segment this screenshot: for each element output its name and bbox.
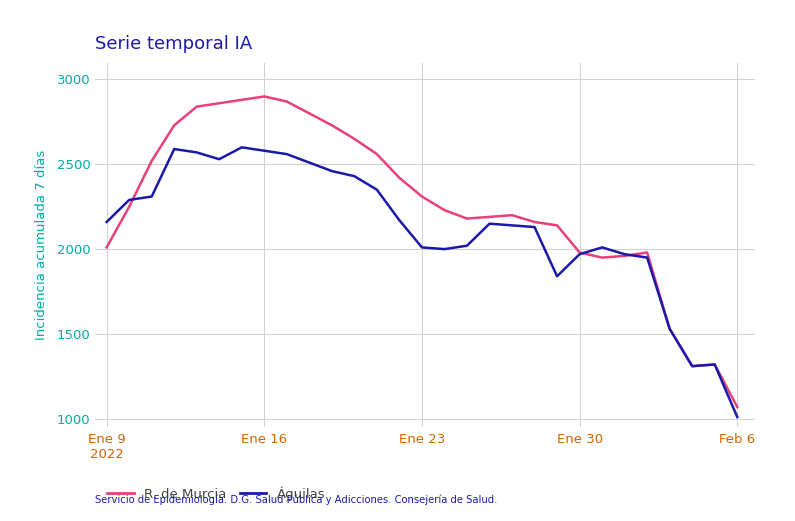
- Águilas: [642, 254, 652, 260]
- R. de Murcia: [485, 214, 494, 220]
- Line: R. de Murcia: R. de Murcia: [107, 96, 737, 407]
- R. de Murcia: [417, 193, 427, 200]
- Águilas: [507, 222, 517, 229]
- Line: Águilas: Águilas: [107, 147, 737, 417]
- Águilas: [597, 244, 607, 251]
- Águilas: [710, 362, 719, 368]
- Águilas: [462, 243, 471, 249]
- R. de Murcia: [304, 110, 314, 117]
- R. de Murcia: [394, 175, 404, 181]
- R. de Murcia: [642, 250, 652, 256]
- Águilas: [575, 251, 584, 257]
- R. de Murcia: [597, 254, 607, 260]
- R. de Murcia: [102, 244, 111, 251]
- R. de Murcia: [507, 212, 517, 218]
- Águilas: [553, 273, 562, 279]
- Águilas: [304, 159, 314, 166]
- Águilas: [372, 187, 382, 193]
- R. de Murcia: [147, 158, 157, 164]
- R. de Murcia: [553, 222, 562, 229]
- R. de Murcia: [327, 122, 336, 128]
- Águilas: [529, 224, 539, 230]
- Águilas: [440, 246, 449, 252]
- Águilas: [417, 244, 427, 251]
- Águilas: [124, 197, 134, 203]
- Legend: R. de Murcia, Águilas: R. de Murcia, Águilas: [102, 481, 331, 506]
- R. de Murcia: [462, 216, 471, 222]
- R. de Murcia: [259, 93, 269, 100]
- Águilas: [327, 168, 336, 174]
- Águilas: [215, 156, 224, 163]
- R. de Murcia: [282, 98, 292, 105]
- Águilas: [282, 151, 292, 157]
- Águilas: [732, 414, 742, 420]
- R. de Murcia: [440, 207, 449, 213]
- R. de Murcia: [124, 204, 134, 210]
- Águilas: [394, 217, 404, 224]
- R. de Murcia: [732, 404, 742, 410]
- Águilas: [620, 251, 630, 257]
- R. de Murcia: [665, 326, 674, 332]
- R. de Murcia: [237, 97, 246, 103]
- Águilas: [102, 219, 111, 225]
- Text: Servicio de Epidemiología. D.G. Salud Pública y Adicciones. Consejería de Salud.: Servicio de Epidemiología. D.G. Salud Pú…: [95, 495, 498, 505]
- R. de Murcia: [372, 151, 382, 157]
- Águilas: [665, 326, 674, 332]
- R. de Murcia: [620, 253, 630, 259]
- Águilas: [350, 173, 359, 179]
- R. de Murcia: [215, 100, 224, 106]
- R. de Murcia: [169, 122, 179, 128]
- Águilas: [688, 363, 697, 369]
- R. de Murcia: [529, 219, 539, 225]
- Águilas: [237, 144, 246, 151]
- Y-axis label: Incidencia acumulada 7 días: Incidencia acumulada 7 días: [36, 150, 48, 340]
- R. de Murcia: [688, 363, 697, 369]
- R. de Murcia: [350, 136, 359, 142]
- Águilas: [147, 193, 157, 200]
- Águilas: [485, 220, 494, 227]
- Águilas: [192, 150, 201, 156]
- Águilas: [259, 147, 269, 154]
- Águilas: [169, 146, 179, 152]
- Text: Serie temporal IA: Serie temporal IA: [95, 34, 253, 53]
- R. de Murcia: [575, 250, 584, 256]
- R. de Murcia: [192, 104, 201, 110]
- R. de Murcia: [710, 362, 719, 368]
